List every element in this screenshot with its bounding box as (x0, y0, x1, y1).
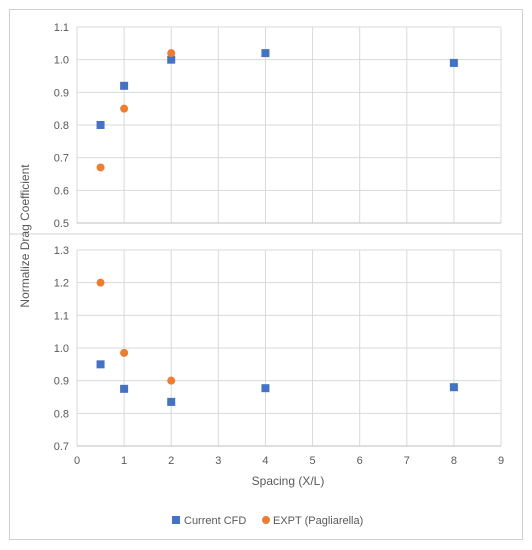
data-point-current-cfd (167, 397, 176, 406)
data-point-current-cfd (120, 81, 129, 90)
y-tick-label: 1.2 (54, 278, 69, 290)
x-tick-label: 5 (309, 455, 315, 467)
legend: Current CFD EXPT (Pagliarella) (172, 515, 363, 527)
data-point-current-cfd (167, 55, 176, 64)
data-point-expt (96, 163, 105, 172)
data-point-current-cfd (261, 384, 270, 393)
data-point-current-cfd (449, 58, 458, 67)
legend-label-expt: EXPT (Pagliarella) (273, 515, 363, 527)
bottom-panel: 0.7 0.8 0.9 1.0 1.1 1.2 1.3 0 1 2 3 4 5 6 7 8 9 (54, 245, 504, 467)
y-tick-label: 1.1 (54, 22, 69, 34)
x-tick-label: 0 (74, 455, 80, 467)
data-point-expt (167, 49, 176, 58)
y-tick-label: 1.0 (54, 343, 69, 355)
y-tick-label: 1.1 (54, 310, 69, 322)
data-point-current-cfd (120, 384, 129, 393)
y-tick-label: 0.8 (54, 120, 69, 132)
x-tick-label: 8 (451, 455, 457, 467)
y-tick-label: 0.9 (54, 376, 69, 388)
x-tick-label: 3 (215, 455, 221, 467)
x-tick-label: 9 (498, 455, 504, 467)
y-tick-label: 0.7 (54, 441, 69, 453)
y-tick-label: 1.0 (54, 55, 69, 67)
y-tick-label: 0.8 (54, 408, 69, 420)
data-point-current-cfd (96, 121, 105, 129)
legend-marker-expt (262, 516, 270, 524)
data-point-current-cfd (261, 49, 270, 58)
chart-frame (9, 9, 523, 540)
y-axis-label: Normalize Drag Coefficient (18, 164, 32, 308)
x-tick-label: 2 (168, 455, 174, 467)
y-tick-label: 0.5 (54, 218, 69, 230)
data-point-expt (120, 104, 129, 113)
data-point-expt (96, 278, 105, 287)
y-tick-label: 1.3 (54, 245, 69, 257)
legend-label-current-cfd: Current CFD (184, 515, 246, 527)
top-panel: 0.5 0.6 0.7 0.8 0.9 1.0 1.1 (54, 22, 502, 230)
x-tick-label: 6 (357, 455, 363, 467)
x-tick-label: 7 (404, 455, 410, 467)
data-point-expt (120, 348, 129, 357)
x-tick-label: 4 (262, 455, 268, 467)
data-point-current-cfd (449, 383, 458, 392)
data-point-current-cfd (96, 360, 105, 369)
x-axis-label: Spacing (X/L) (252, 474, 325, 488)
y-tick-label: 0.7 (54, 153, 69, 165)
y-tick-label: 0.9 (54, 87, 69, 99)
y-tick-label: 0.6 (54, 185, 69, 197)
data-point-expt (167, 376, 176, 385)
legend-marker-current-cfd (172, 516, 180, 524)
x-tick-label: 1 (121, 455, 127, 467)
